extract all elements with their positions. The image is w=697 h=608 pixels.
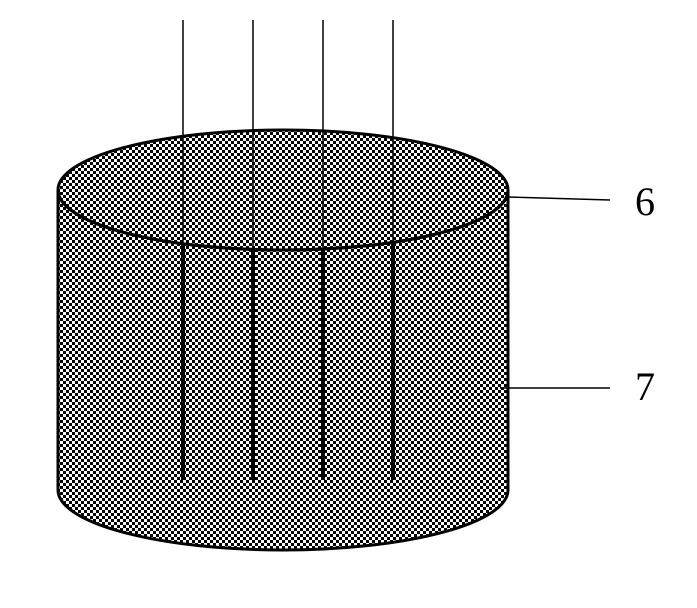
label-6-leader bbox=[506, 197, 610, 200]
diagram-canvas: 67 bbox=[0, 0, 697, 608]
label-6: 6 bbox=[635, 179, 655, 224]
label-7: 7 bbox=[635, 364, 655, 409]
